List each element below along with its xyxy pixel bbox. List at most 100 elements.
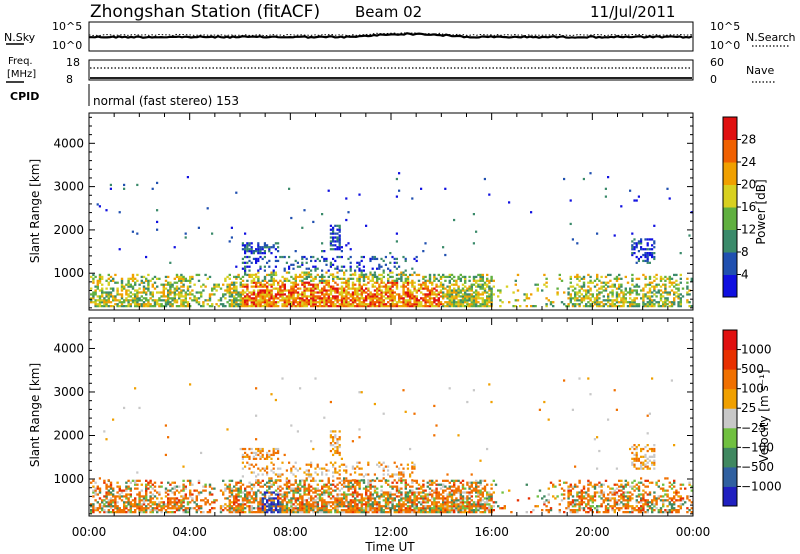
range-gate-cell bbox=[459, 305, 462, 308]
range-gate-cell bbox=[358, 263, 361, 266]
range-gate-cell bbox=[574, 287, 577, 290]
range-gate-cell bbox=[398, 499, 401, 502]
range-gate-cell bbox=[486, 273, 489, 277]
range-gate-cell bbox=[189, 493, 192, 496]
range-gate-cell bbox=[274, 481, 278, 484]
range-gate-cell bbox=[373, 402, 376, 406]
range-gate-cell bbox=[371, 507, 374, 510]
range-gate-cell bbox=[455, 281, 458, 284]
range-gate-cell bbox=[105, 279, 108, 282]
range-gate-cell bbox=[332, 447, 335, 451]
range-gate-cell bbox=[389, 507, 392, 510]
range-gate-cell bbox=[103, 299, 106, 302]
range-gate-cell bbox=[182, 497, 185, 500]
range-gate-cell bbox=[127, 485, 130, 488]
range-gate-cell bbox=[406, 299, 410, 302]
range-gate-cell bbox=[235, 191, 238, 194]
range-gate-cell bbox=[395, 195, 398, 198]
range-gate-cell bbox=[299, 287, 302, 290]
range-gate-cell bbox=[404, 497, 407, 500]
range-gate-cell bbox=[343, 483, 346, 486]
range-gate-cell bbox=[246, 453, 249, 457]
range-gate-cell bbox=[123, 187, 126, 190]
range-gate-cell bbox=[470, 483, 473, 486]
range-gate-cell bbox=[626, 301, 630, 304]
range-gate-cell bbox=[244, 493, 247, 496]
range-gate-cell bbox=[310, 269, 313, 272]
range-gate-cell bbox=[285, 261, 288, 264]
range-gate-cell bbox=[367, 509, 370, 512]
range-gate-cell bbox=[426, 287, 429, 290]
range-gate-cell bbox=[633, 297, 636, 300]
range-gate-cell bbox=[644, 253, 647, 257]
range-gate-cell bbox=[294, 505, 297, 508]
range-gate-cell bbox=[468, 285, 471, 288]
range-gate-cell bbox=[98, 299, 102, 302]
range-gate-cell bbox=[442, 511, 445, 514]
range-gate-cell bbox=[120, 495, 124, 498]
range-gate-cell bbox=[345, 465, 348, 468]
range-gate-cell bbox=[250, 509, 253, 512]
range-gate-cell bbox=[277, 495, 280, 498]
range-gate-cell bbox=[277, 485, 280, 488]
range-gate-cell bbox=[263, 493, 267, 496]
range-gate-cell bbox=[470, 473, 473, 476]
range-gate-cell bbox=[277, 291, 280, 294]
range-gate-cell bbox=[318, 303, 322, 306]
range-gate-cell bbox=[318, 511, 322, 514]
range-gate-cell bbox=[679, 303, 682, 306]
range-gate-cell bbox=[107, 291, 110, 294]
range-gate-cell bbox=[288, 485, 291, 488]
range-gate-cell bbox=[189, 277, 192, 280]
range-gate-cell bbox=[235, 293, 238, 296]
range-gate-cell bbox=[272, 481, 275, 484]
range-gate-cell bbox=[387, 279, 390, 282]
range-gate-cell bbox=[134, 499, 137, 502]
range-gate-cell bbox=[310, 295, 313, 298]
range-gate-cell bbox=[373, 257, 376, 261]
range-gate-cell bbox=[336, 301, 339, 304]
range-gate-cell bbox=[292, 285, 295, 288]
range-gate-cell bbox=[657, 289, 660, 292]
range-gate-cell bbox=[556, 287, 559, 290]
range-gate-cell bbox=[336, 495, 339, 498]
range-gate-cell bbox=[340, 255, 343, 259]
range-gate-cell bbox=[354, 283, 357, 286]
range-gate-cell bbox=[453, 287, 456, 290]
range-gate-cell bbox=[142, 507, 146, 510]
range-gate-cell bbox=[382, 511, 385, 514]
range-gate-cell bbox=[241, 301, 245, 304]
range-gate-cell bbox=[578, 275, 581, 279]
range-gate-cell bbox=[252, 471, 255, 474]
range-gate-cell bbox=[428, 505, 432, 508]
range-gate-cell bbox=[563, 291, 566, 294]
range-gate-cell bbox=[248, 493, 251, 496]
range-gate-cell bbox=[358, 391, 361, 394]
range-gate-cell bbox=[677, 289, 680, 292]
range-gate-cell bbox=[140, 505, 143, 508]
range-gate-cell bbox=[266, 293, 269, 296]
range-gate-cell bbox=[593, 299, 597, 302]
range-gate-cell bbox=[202, 489, 205, 492]
range-gate-cell bbox=[270, 301, 273, 304]
range-gate-cell bbox=[167, 436, 170, 439]
range-gate-cell bbox=[226, 505, 229, 508]
range-gate-cell bbox=[316, 273, 319, 277]
range-gate-cell bbox=[424, 509, 427, 512]
range-gate-cell bbox=[345, 303, 348, 306]
range-gate-cell bbox=[312, 279, 315, 282]
range-gate-cell bbox=[464, 279, 467, 282]
range-gate-cell bbox=[237, 503, 240, 506]
range-gate-cell bbox=[332, 244, 335, 247]
range-gate-cell bbox=[552, 301, 555, 304]
range-gate-cell bbox=[246, 505, 249, 508]
range-gate-cell bbox=[255, 491, 258, 494]
range-gate-cell bbox=[332, 248, 335, 251]
range-gate-cell bbox=[301, 295, 304, 298]
range-gate-cell bbox=[263, 242, 266, 245]
range-gate-cell bbox=[472, 283, 476, 286]
range-gate-cell bbox=[103, 481, 106, 484]
range-gate-cell bbox=[653, 275, 656, 279]
range-gate-cell bbox=[490, 289, 493, 292]
range-gate-cell bbox=[241, 267, 244, 270]
